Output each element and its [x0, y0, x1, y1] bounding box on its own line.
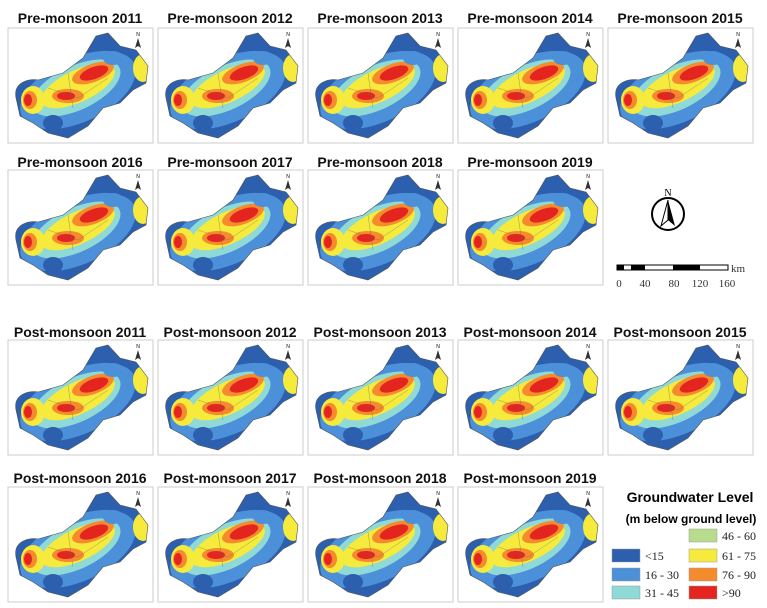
panel-title: Pre-monsoon 2013 [317, 10, 442, 26]
legend-label: 76 - 90 [722, 568, 756, 582]
map-panel: N [458, 28, 603, 145]
mini-north-label: N [136, 491, 140, 497]
map-panel: N [8, 340, 153, 457]
mini-north-label: N [736, 32, 740, 38]
mini-north-label: N [136, 174, 140, 180]
map-panel: N [458, 340, 603, 457]
mini-north-label: N [286, 32, 290, 38]
panel-title: Post-monsoon 2014 [463, 324, 596, 340]
map-panel: N [308, 170, 453, 287]
mini-north-label: N [136, 32, 140, 38]
mini-north-label: N [136, 344, 140, 350]
panel-title: Pre-monsoon 2017 [167, 154, 292, 170]
north-arrow: N [652, 188, 684, 230]
scale-label: 120 [692, 278, 709, 290]
map-panel: N [158, 340, 303, 457]
mini-north-label: N [436, 174, 440, 180]
scale-label: 80 [669, 278, 681, 290]
legend-swatch [612, 586, 640, 599]
legend-swatch [612, 549, 640, 562]
legend-swatch [612, 568, 640, 581]
legend-swatch [689, 586, 717, 599]
panel-title: Pre-monsoon 2018 [317, 154, 442, 170]
scale-label: 0 [616, 278, 622, 290]
legend-label: 61 - 75 [722, 549, 756, 563]
panel-title: Post-monsoon 2013 [313, 324, 446, 340]
legend-label: 46 - 60 [722, 529, 756, 543]
panel-title: Post-monsoon 2017 [163, 470, 296, 486]
legend-subtitle: (m below ground level) [626, 512, 757, 526]
scale-label: 160 [719, 278, 736, 290]
mini-north-label: N [586, 32, 590, 38]
panel-title: Post-monsoon 2011 [14, 324, 146, 340]
panel-title: Post-monsoon 2015 [613, 324, 746, 340]
north-label: N [664, 188, 671, 199]
legend-swatch [689, 549, 717, 562]
mini-north-label: N [736, 344, 740, 350]
map-panel: N [308, 487, 453, 604]
mini-north-label: N [586, 344, 590, 350]
map-panel: N [158, 28, 303, 145]
panel-title: Post-monsoon 2012 [163, 324, 296, 340]
mini-north-label: N [586, 491, 590, 497]
legend-label: 31 - 45 [645, 586, 679, 600]
legend-title: Groundwater Level [627, 489, 754, 505]
panel-title: Pre-monsoon 2012 [167, 10, 292, 26]
legend-label: <15 [645, 549, 664, 563]
panel-title: Pre-monsoon 2014 [467, 10, 592, 26]
panel-title: Post-monsoon 2019 [463, 470, 596, 486]
legend-swatch [689, 529, 717, 542]
mini-north-label: N [286, 174, 290, 180]
mini-north-label: N [286, 491, 290, 497]
mini-north-label: N [286, 344, 290, 350]
map-panel: N [158, 487, 303, 604]
mini-north-label: N [436, 344, 440, 350]
panel-title: Post-monsoon 2018 [313, 470, 446, 486]
map-panel: N [308, 28, 453, 145]
mini-north-label: N [586, 174, 590, 180]
panel-title: Pre-monsoon 2015 [617, 10, 742, 26]
legend-swatch [689, 568, 717, 581]
panel-title: Pre-monsoon 2019 [467, 154, 592, 170]
mini-north-label: N [436, 32, 440, 38]
map-panel: N [608, 28, 753, 145]
panel-title: Pre-monsoon 2016 [17, 154, 142, 170]
map-panel: N [308, 340, 453, 457]
panel-title: Pre-monsoon 2011 [18, 10, 143, 26]
map-panel: N [8, 170, 153, 287]
scale-label: 40 [640, 278, 652, 290]
map-panel: N [608, 340, 753, 457]
mini-north-label: N [436, 491, 440, 497]
scale-unit: km [731, 263, 746, 275]
map-panel: N [8, 487, 153, 604]
figure: N km Pre-monsoon 2011NPre-monsoon 2012NP… [0, 0, 767, 608]
scale-bar [617, 265, 728, 270]
legend-label: >90 [722, 586, 741, 600]
map-panel: N [458, 170, 603, 287]
map-panel: N [158, 170, 303, 287]
panel-title: Post-monsoon 2016 [13, 470, 146, 486]
map-panel: N [8, 28, 153, 145]
legend-label: 16 - 30 [645, 568, 679, 582]
map-panel: N [458, 487, 603, 604]
